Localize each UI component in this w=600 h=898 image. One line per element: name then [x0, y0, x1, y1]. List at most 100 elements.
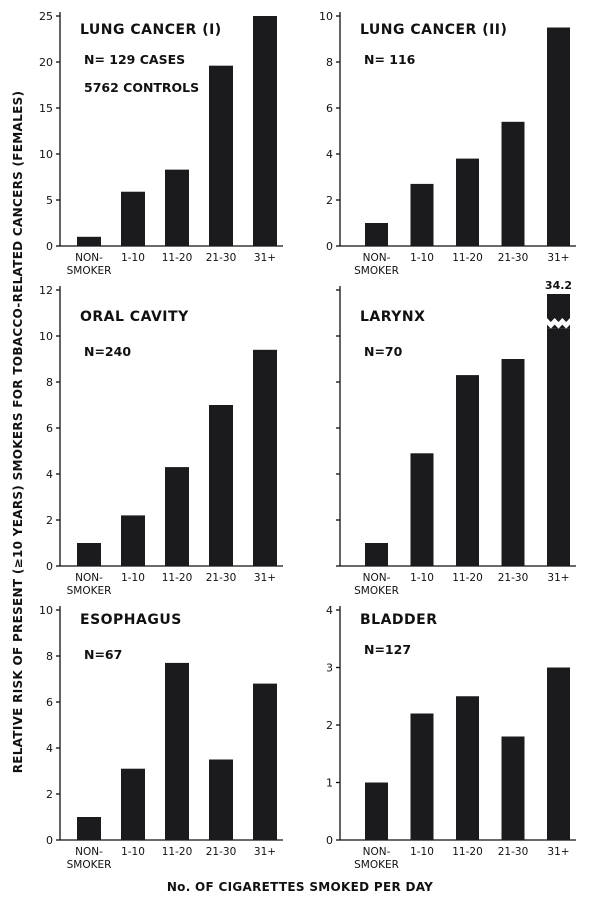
bar [165, 662, 189, 840]
bar [410, 453, 434, 566]
y-tick-label: 0 [326, 240, 333, 253]
bar-break-edge [547, 324, 570, 329]
panel-note: N=240 [84, 344, 131, 359]
x-tick-label: 1-10 [121, 572, 145, 584]
x-tick-label: 1-10 [410, 572, 434, 584]
x-tick-label-line2: SMOKER [354, 859, 399, 871]
bar [77, 543, 101, 566]
x-tick-label: NON- [363, 846, 391, 858]
x-tick-label: 11-20 [162, 846, 193, 858]
x-tick-label: 11-20 [452, 572, 483, 584]
bar [253, 16, 277, 246]
bar [209, 405, 233, 566]
x-tick-label: 21-30 [206, 572, 237, 584]
chart-panel-5: 0 2 4 6 8 10 NON-SMOKER 1-10 11-20 21-30 31+ ESOPHA… [39, 604, 283, 871]
y-tick-label: 2 [46, 514, 53, 527]
panel-title: BLADDER [360, 612, 438, 628]
x-tick-label-line2: SMOKER [67, 859, 112, 871]
y-tick-label: 5 [46, 194, 53, 207]
x-tick-label: 31+ [254, 252, 276, 264]
bar [547, 328, 570, 566]
bar [365, 223, 388, 246]
bar [365, 543, 388, 566]
panel-title: LARYNX [360, 309, 425, 325]
bar-value-label: 34.2 [545, 279, 572, 292]
y-tick-label: 8 [326, 56, 333, 69]
bar [121, 191, 145, 246]
bar [121, 768, 145, 840]
x-tick-label-line2: SMOKER [67, 265, 112, 277]
bar [253, 349, 277, 566]
bar [456, 158, 479, 246]
panel-title: LUNG CANCER (II) [360, 22, 507, 38]
bar [501, 736, 525, 840]
x-tick-label: 21-30 [498, 846, 529, 858]
panel-note: N= 129 CASES [84, 52, 185, 67]
x-tick-label: 31+ [547, 846, 569, 858]
x-tick-label-line2: SMOKER [354, 585, 399, 597]
y-tick-label: 6 [326, 102, 333, 115]
panel-note: 5762 CONTROLS [84, 80, 199, 95]
chart-panel-6: 0 1 2 3 4 NON-SMOKER 1-10 11-20 21-30 31+ BLADDER N… [326, 604, 576, 871]
x-tick-label: NON- [75, 252, 103, 264]
bar [77, 236, 101, 246]
bar [547, 27, 570, 246]
y-tick-label: 6 [46, 696, 53, 709]
bar [253, 683, 277, 840]
y-tick-label: 2 [46, 788, 53, 801]
x-tick-label: 21-30 [206, 252, 237, 264]
y-tick-label: 0 [46, 240, 53, 253]
chart-panel-1: 0 5 10 15 20 25 NON-SMOKER 1-10 11-20 21-30 31+ LUN… [39, 10, 283, 277]
y-tick-label: 10 [319, 10, 333, 23]
x-tick-label: NON- [75, 846, 103, 858]
bar [365, 782, 388, 840]
y-tick-label: 10 [39, 148, 53, 161]
x-tick-label: 31+ [254, 572, 276, 584]
x-tick-label: 21-30 [206, 846, 237, 858]
x-axis-title: No. OF CIGARETTES SMOKED PER DAY [167, 880, 433, 894]
x-tick-label: 11-20 [162, 252, 193, 264]
panel-note: N=70 [364, 344, 403, 359]
panel-note: N=67 [84, 647, 122, 662]
bar [547, 667, 570, 840]
y-tick-label: 8 [46, 650, 53, 663]
panel-note: N= 116 [364, 52, 416, 67]
bar [209, 759, 233, 840]
x-tick-label-line2: SMOKER [67, 585, 112, 597]
x-tick-label: 1-10 [410, 846, 434, 858]
x-tick-label: 21-30 [498, 252, 529, 264]
panel-note: N=127 [364, 642, 411, 657]
y-tick-label: 0 [46, 834, 53, 847]
y-tick-label: 4 [46, 742, 53, 755]
y-tick-label: 8 [46, 376, 53, 389]
y-tick-label: 15 [39, 102, 53, 115]
y-tick-label: 4 [326, 604, 333, 617]
bar [121, 515, 145, 566]
chart-panel-4: NON-SMOKER 1-10 11-20 21-30 34.2 31+ LARYNX N=7… [336, 279, 576, 597]
bar [165, 169, 189, 246]
y-tick-label: 0 [46, 560, 53, 573]
y-tick-label: 2 [326, 194, 333, 207]
chart-panel-3: 0 2 4 6 8 10 12 NON-SMOKER 1-10 11-20 21-30 31+ ORAL… [39, 284, 283, 597]
x-tick-label: 1-10 [121, 252, 145, 264]
y-tick-label: 1 [326, 777, 333, 790]
bar-break-edge [547, 318, 570, 322]
bar [501, 121, 525, 246]
y-tick-label: 2 [326, 719, 333, 732]
x-tick-label: 31+ [254, 846, 276, 858]
bar [456, 696, 479, 840]
x-tick-label: 11-20 [452, 252, 483, 264]
bar [456, 375, 479, 566]
panel-title: LUNG CANCER (I) [80, 22, 222, 38]
bar [410, 713, 434, 840]
x-tick-label: 1-10 [121, 846, 145, 858]
x-tick-label: NON- [363, 572, 391, 584]
y-tick-label: 4 [46, 468, 53, 481]
bar-break-cap [547, 294, 570, 318]
x-tick-label: 1-10 [410, 252, 434, 264]
y-tick-label: 25 [39, 10, 53, 23]
y-tick-label: 3 [326, 662, 333, 675]
bar [501, 359, 525, 566]
